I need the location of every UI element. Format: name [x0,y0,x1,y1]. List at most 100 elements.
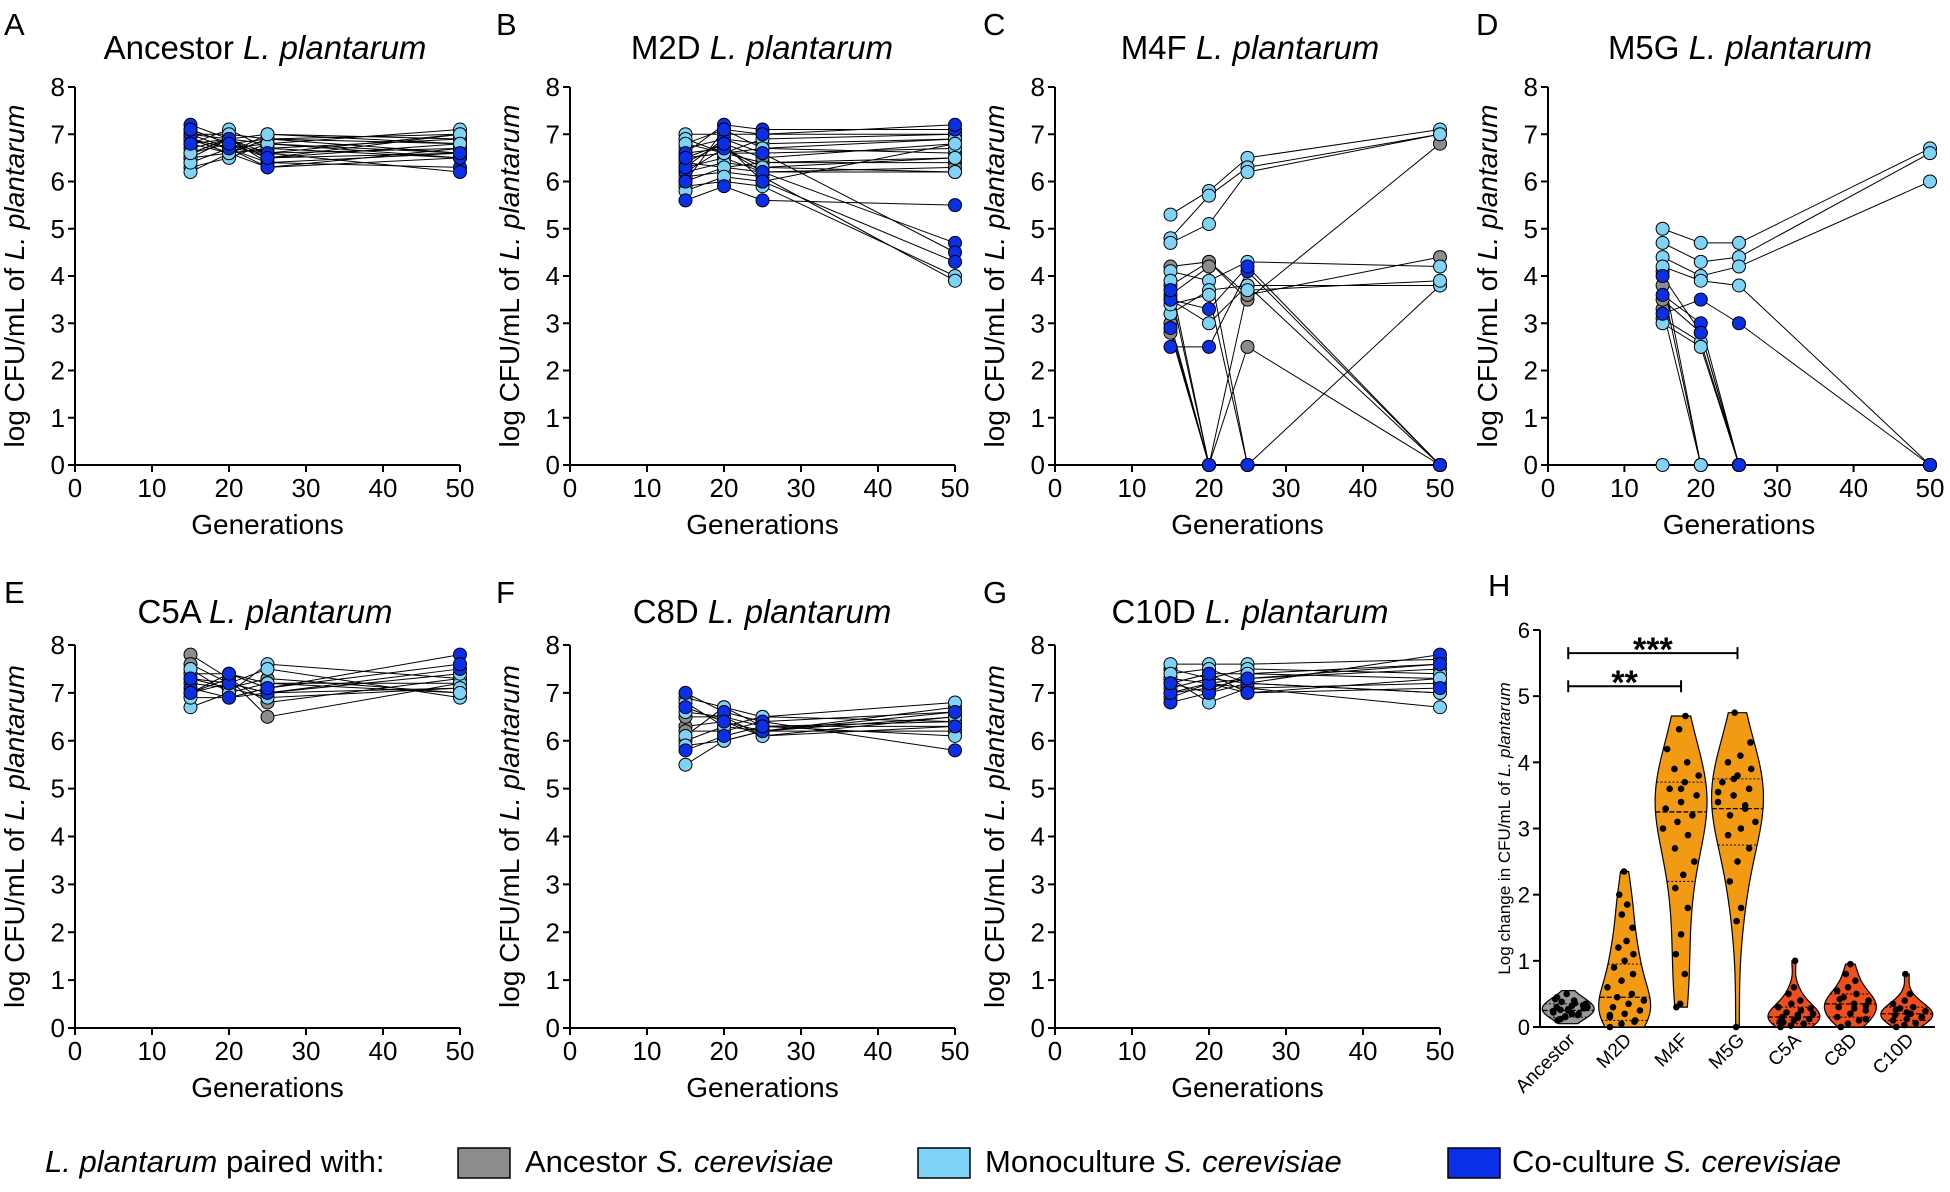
violin-point [1564,1005,1572,1013]
panel-title-plain: M4F [1121,29,1196,66]
data-point [1202,339,1216,354]
y-tick-label: 1 [1031,403,1045,433]
series-line [685,143,956,263]
series-line [1170,668,1441,694]
data-point [678,757,693,772]
x-tick-label: 30 [1763,473,1792,503]
violin-point [1892,1006,1900,1014]
violin-point [1862,1015,1870,1023]
violin-point [1809,1010,1817,1018]
violin-point [1737,904,1745,912]
violin-point [1618,911,1626,918]
violin-point [1682,712,1689,720]
violin-point [1640,997,1648,1004]
x-tick-label: 30 [1272,473,1301,503]
y-tick-label: 5 [51,774,65,804]
violin-point [1797,1007,1805,1014]
violin-point [1584,1003,1591,1011]
violin-point [1853,990,1860,998]
y-tick-label: 6 [51,726,65,756]
series-line [190,663,461,694]
series-markers [1655,141,1937,472]
x-tick-label: 40 [864,473,893,503]
violin-point [1790,984,1798,991]
violin-point [1737,752,1744,760]
data-point [1433,273,1447,288]
violin-point [1568,1010,1576,1018]
panel-label: F [496,575,515,610]
data-point [717,136,731,151]
violin-point [1892,1023,1900,1031]
series-line [190,133,461,154]
violin-point [1855,1017,1863,1024]
y-tick-label: 5 [1518,684,1530,709]
data-point [717,179,731,194]
data-point [755,174,770,189]
y-tick-label: 5 [1524,214,1538,244]
figure-legend: L. plantarum paired with: Ancestor S. ce… [45,1144,1841,1179]
violin-point [1847,960,1854,968]
y-axis-label-italic: L. plantarum [0,105,30,261]
violin-point [1618,977,1625,984]
violin-point [1606,1023,1614,1031]
series-line [1170,658,1441,665]
data-point [1163,207,1178,222]
panel-title-italic: L. plantarum [1689,29,1872,66]
x-axis-label: Generations [1171,509,1324,540]
data-point [1923,146,1937,161]
data-point [678,193,693,208]
violin-point [1794,1014,1802,1022]
y-axis-label-italic: L. plantarum [494,105,525,261]
x-tick-label: 0 [1048,473,1062,503]
violin-point [1906,990,1914,998]
violin-point [1747,765,1755,773]
violin-point [1636,1007,1644,1014]
x-tick-label: 50 [941,473,970,503]
y-tick-label: 8 [546,72,560,102]
y-tick-label: 1 [51,403,65,433]
violin-point [1683,759,1691,766]
y-axis-label: log CFU/mL of L. plantarum [1472,105,1503,448]
legend-label-ancestor: Ancestor S. cerevisiae [525,1144,833,1179]
data-point [1693,292,1708,307]
violin-point [1835,1003,1842,1011]
violin-point [1730,775,1738,783]
x-tick-label: 20 [215,473,244,503]
violin-point [1666,785,1673,793]
series-line [1662,147,1931,244]
y-tick-label: 4 [1031,261,1045,291]
violin-point [1620,868,1628,875]
series-line [1170,265,1441,466]
data-point [717,122,731,137]
data-point [1202,666,1216,681]
series-line [685,138,956,149]
data-point [755,127,770,142]
series-markers [678,685,962,772]
violin-point [1563,990,1570,998]
panel-title-italic: L. plantarum [209,593,392,630]
violin-point [1663,745,1671,753]
violin-point [1618,1020,1625,1027]
y-tick-label: 1 [546,403,560,433]
data-point [948,136,962,151]
data-point [1433,259,1447,274]
data-point [1240,458,1255,472]
series-line [1170,654,1441,703]
data-point [260,681,275,696]
x-tick-label: 50 [1426,1036,1455,1066]
violin-point [1610,964,1618,971]
y-axis-label-italic: L. plantarum [1495,682,1514,777]
data-point [1240,685,1255,700]
x-tick-label: 30 [1272,1036,1301,1066]
violin-point [1623,937,1630,945]
data-point [755,193,770,208]
violin-point [1791,957,1799,965]
data-point [717,728,731,743]
violin-point [1752,818,1759,826]
violin-point [1677,798,1685,806]
series-line [1170,290,1440,466]
y-tick-label: 6 [1031,167,1045,197]
series-line [1170,256,1441,296]
violin-point [1615,891,1623,898]
violin-point [1628,990,1636,998]
